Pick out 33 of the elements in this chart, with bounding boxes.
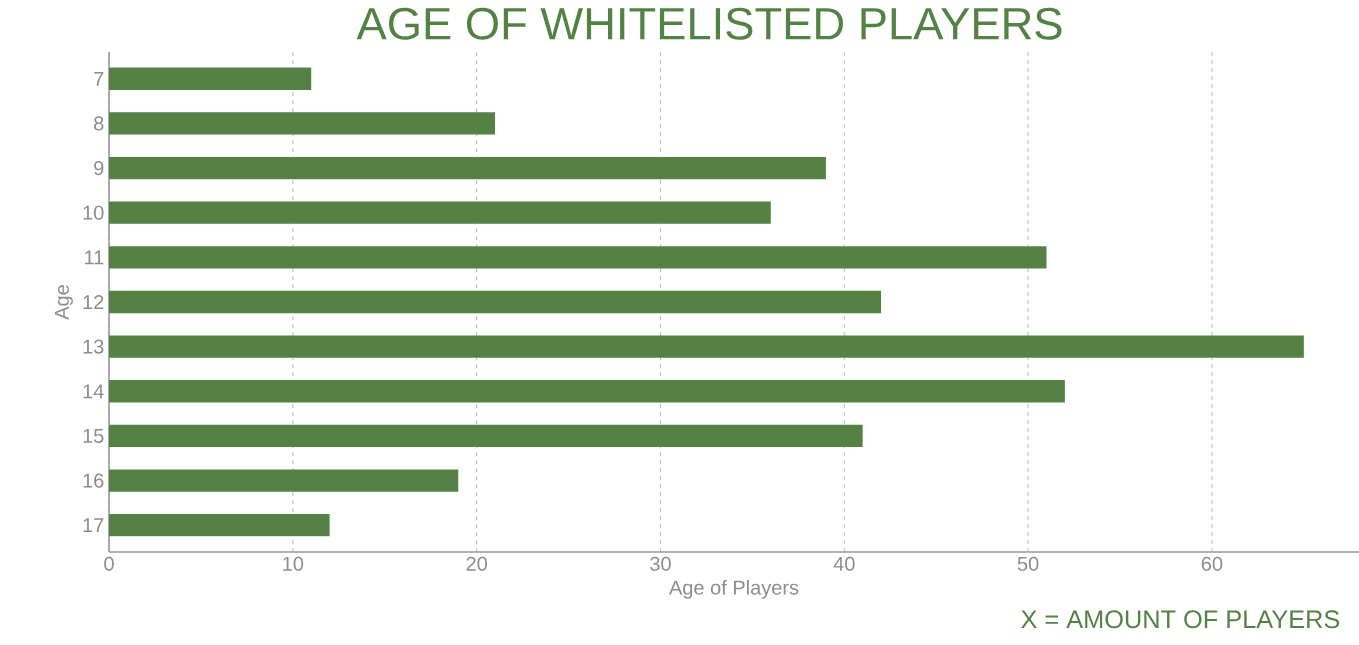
bar xyxy=(109,335,1304,358)
y-tick-label: 10 xyxy=(83,205,104,220)
bar xyxy=(109,469,459,492)
text: X = AMOUNT OF PLAYERS xyxy=(1021,610,1340,629)
chart-title: AGE OF WHITELISTED PLAYERS xyxy=(356,7,1062,40)
bar xyxy=(109,112,496,135)
x-axis-title: Age of Players xyxy=(669,580,799,599)
y-tick-label: 9 xyxy=(94,160,104,176)
bar xyxy=(109,514,330,537)
x-tick-label: 60 xyxy=(1201,556,1223,571)
y-tick-label: 7 xyxy=(94,71,104,86)
bar xyxy=(109,201,771,224)
bar xyxy=(109,67,312,90)
bar xyxy=(109,290,882,314)
y-tick-label: 16 xyxy=(83,473,104,488)
y-axis-title: Age xyxy=(54,285,73,320)
y-tick-label: 11 xyxy=(85,250,104,265)
y-tick-label: 12 xyxy=(83,295,104,309)
y-tick-label: 17 xyxy=(83,518,104,533)
x-tick-label: 0 xyxy=(104,556,114,571)
y-tick-label: 13 xyxy=(83,339,104,354)
y-tick-label: 15 xyxy=(83,428,104,443)
x-tick-label: 20 xyxy=(466,556,487,571)
x-tick-label: 50 xyxy=(1017,556,1039,571)
bar xyxy=(109,424,863,448)
x-tick-label: 30 xyxy=(650,556,671,571)
x-tick-label: 10 xyxy=(283,556,304,571)
bar xyxy=(109,380,1065,403)
y-tick-label: 14 xyxy=(83,384,104,399)
y-tick-label: 8 xyxy=(94,116,104,131)
bar xyxy=(109,156,826,180)
bar xyxy=(109,246,1047,269)
x-tick-label: 40 xyxy=(833,556,855,571)
